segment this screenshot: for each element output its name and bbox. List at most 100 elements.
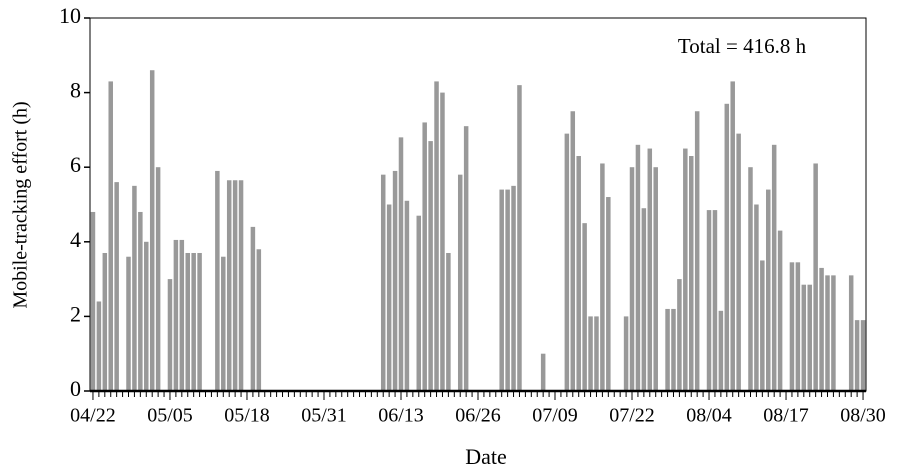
bar bbox=[600, 163, 605, 391]
bar bbox=[801, 284, 807, 391]
bar bbox=[457, 174, 463, 391]
bar bbox=[108, 81, 113, 391]
x-tick-label: 08/30 bbox=[840, 405, 886, 427]
bar bbox=[623, 316, 629, 391]
y-axis-label: Mobile-tracking effort (h) bbox=[10, 101, 32, 308]
annotation: Total = 416.8 h bbox=[678, 34, 807, 58]
bar bbox=[138, 211, 143, 391]
bar bbox=[404, 200, 410, 391]
x-tick-label: 05/18 bbox=[224, 405, 270, 427]
bar bbox=[434, 81, 439, 391]
bar bbox=[760, 260, 765, 391]
y-tick-label: 2 bbox=[70, 301, 81, 326]
bar bbox=[422, 122, 427, 391]
bar bbox=[665, 308, 670, 391]
bar bbox=[90, 211, 96, 391]
bar bbox=[647, 148, 653, 391]
bar bbox=[730, 81, 735, 391]
x-tick-label: 06/13 bbox=[378, 405, 424, 427]
bar bbox=[511, 185, 516, 391]
bar bbox=[440, 92, 445, 391]
y-tick-label: 6 bbox=[70, 152, 81, 177]
bar bbox=[428, 141, 433, 391]
bar bbox=[831, 275, 836, 391]
bar bbox=[771, 144, 777, 391]
x-tick-label: 06/26 bbox=[455, 405, 501, 427]
bar bbox=[398, 137, 404, 391]
bar bbox=[185, 252, 190, 391]
bar bbox=[576, 156, 581, 391]
bar bbox=[582, 223, 587, 391]
bar bbox=[132, 185, 137, 391]
bar bbox=[179, 239, 185, 391]
bar bbox=[570, 111, 576, 391]
bar bbox=[226, 180, 232, 391]
bar bbox=[540, 353, 546, 391]
bar bbox=[694, 111, 700, 391]
bar bbox=[653, 167, 658, 391]
bar bbox=[505, 189, 510, 391]
bar bbox=[594, 316, 599, 391]
bar bbox=[446, 252, 451, 391]
x-tick-label: 04/22 bbox=[70, 405, 116, 427]
bar bbox=[386, 204, 392, 391]
bar bbox=[126, 256, 131, 391]
x-tick-label: 08/17 bbox=[763, 405, 809, 427]
bar bbox=[250, 226, 256, 391]
bar bbox=[380, 174, 386, 391]
x-tick-label: 07/22 bbox=[609, 405, 655, 427]
bar bbox=[748, 167, 753, 391]
x-tick-label: 05/05 bbox=[147, 405, 193, 427]
bar bbox=[463, 126, 469, 392]
bar bbox=[766, 189, 771, 391]
bar bbox=[777, 230, 783, 391]
bar bbox=[173, 239, 179, 391]
bar bbox=[564, 133, 570, 391]
bar bbox=[221, 256, 226, 391]
x-tick-label: 07/09 bbox=[532, 405, 578, 427]
bar bbox=[641, 208, 647, 391]
bar bbox=[191, 252, 196, 391]
bar bbox=[736, 133, 741, 391]
bar bbox=[807, 284, 812, 391]
bar bbox=[114, 182, 119, 391]
bar bbox=[789, 262, 795, 391]
bar bbox=[819, 267, 824, 391]
y-tick-label: 8 bbox=[70, 78, 81, 103]
y-tick-label: 10 bbox=[59, 3, 81, 28]
bar bbox=[606, 197, 611, 391]
bar bbox=[712, 210, 718, 391]
bar bbox=[256, 249, 262, 391]
bar bbox=[215, 170, 220, 391]
bar bbox=[860, 320, 866, 391]
y-tick-label: 4 bbox=[70, 227, 81, 252]
bar bbox=[848, 275, 854, 391]
bar bbox=[517, 85, 522, 391]
bar bbox=[795, 262, 801, 391]
bar bbox=[232, 180, 238, 391]
bar bbox=[813, 163, 818, 391]
bar bbox=[96, 301, 102, 391]
bar bbox=[671, 308, 676, 391]
bar bbox=[155, 167, 161, 391]
x-tick-label: 05/31 bbox=[301, 405, 347, 427]
bar bbox=[197, 252, 202, 391]
bar bbox=[635, 144, 641, 391]
x-tick-label: 08/04 bbox=[686, 405, 732, 427]
bar bbox=[149, 70, 155, 391]
bar bbox=[825, 275, 830, 391]
bar bbox=[689, 156, 694, 391]
bar bbox=[677, 279, 682, 391]
bar bbox=[167, 279, 173, 391]
bar bbox=[854, 320, 860, 391]
bar bbox=[416, 215, 422, 391]
bar bbox=[238, 180, 244, 391]
bar bbox=[499, 189, 504, 391]
bar bbox=[754, 204, 759, 391]
bar bbox=[588, 316, 593, 391]
bar bbox=[706, 210, 712, 391]
y-tick-label: 0 bbox=[70, 376, 81, 401]
bar bbox=[724, 103, 730, 391]
bar bbox=[392, 170, 398, 391]
